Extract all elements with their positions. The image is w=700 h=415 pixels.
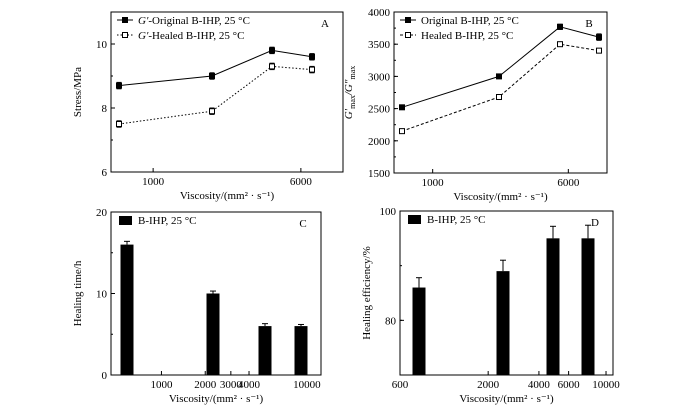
- series-line: [118, 49, 313, 87]
- y-axis-label: Healing efficiency/%: [361, 246, 373, 340]
- data-point: [309, 66, 315, 73]
- legend-label: Healed B-IHP, 25 °C: [421, 30, 513, 42]
- legend-label: G′-Healed B-IHP, 25 °C: [138, 30, 244, 42]
- bar: [412, 287, 426, 375]
- series-line: [401, 26, 600, 108]
- legend-marker: [405, 32, 411, 38]
- legend-marker: [405, 17, 411, 23]
- bar: [294, 326, 308, 375]
- y-tick-label: 8: [102, 103, 108, 115]
- x-tick-label: 6000: [290, 176, 313, 188]
- x-tick-label: 6000: [557, 177, 580, 189]
- y-tick-label: 10: [96, 39, 108, 51]
- y-axis-label: Healing time/h: [72, 260, 84, 326]
- x-tick-label: 2000: [477, 379, 500, 391]
- y-tick-label: 6: [102, 167, 108, 179]
- bar: [258, 326, 272, 375]
- data-point: [596, 47, 602, 54]
- x-tick-label: 10000: [293, 379, 321, 391]
- legend-swatch: [119, 216, 132, 225]
- data-point: [496, 94, 502, 101]
- plot-frame: [110, 11, 344, 173]
- legend-swatch: [408, 215, 421, 224]
- y-tick-label: 4000: [368, 7, 391, 19]
- x-tick-label: 3000: [220, 379, 243, 391]
- x-tick-label: 6000: [558, 379, 581, 391]
- panel-d-healing-efficiency-chart: 80 100 600 2000 4000 6000 10000 Viscosity/(mm² …: [361, 206, 620, 405]
- x-tick-label: 1000: [422, 177, 445, 189]
- y-tick-label: 0: [102, 370, 108, 382]
- bar: [546, 238, 560, 375]
- data-point: [209, 73, 215, 79]
- data-point: [116, 121, 122, 127]
- x-tick-label: 1000: [142, 176, 165, 188]
- data-point: [209, 108, 215, 115]
- x-tick-label: 4000: [528, 379, 551, 391]
- legend-label: B-IHP, 25 °C: [138, 215, 197, 227]
- panel-letter: B: [585, 18, 592, 30]
- bar: [120, 244, 134, 375]
- y-tick-label: 80: [385, 315, 397, 327]
- y-tick-label: 2500: [368, 104, 391, 116]
- x-tick-label: 4000: [238, 379, 261, 391]
- panel-letter: C: [299, 218, 306, 230]
- data-point: [269, 47, 275, 54]
- bar: [206, 293, 220, 375]
- data-point: [557, 23, 563, 30]
- x-axis-label: Viscosity/(mm² · s⁻¹): [459, 393, 554, 405]
- x-tick-label: 600: [392, 379, 409, 391]
- y-axis-label: Stress/MPa: [72, 67, 84, 117]
- y-tick-label: 1500: [368, 168, 391, 180]
- x-axis-label: Viscosity/(mm² · s⁻¹): [453, 191, 548, 203]
- data-point: [596, 34, 602, 41]
- y-axis-label: G′max/G″max: [343, 66, 357, 120]
- x-tick-label: 10000: [592, 379, 620, 391]
- y-tick-label: 2000: [368, 136, 391, 148]
- x-tick-label: 1000: [150, 379, 173, 391]
- data-point: [116, 82, 122, 89]
- bar: [496, 271, 510, 375]
- data-point: [496, 73, 502, 80]
- y-tick-label: 10: [96, 289, 108, 301]
- series-line: [401, 43, 600, 132]
- y-tick-label: 20: [96, 207, 108, 219]
- panel-letter: A: [321, 18, 329, 30]
- data-point: [399, 104, 405, 111]
- legend-label: G′-Original B-IHP, 25 °C: [138, 15, 250, 27]
- data-point: [557, 41, 563, 48]
- legend-marker: [122, 17, 128, 23]
- y-tick-label: 100: [380, 206, 397, 218]
- data-point: [269, 63, 275, 70]
- y-tick-label: 3000: [368, 71, 391, 83]
- data-point: [399, 128, 405, 135]
- x-tick-label: 2000: [194, 379, 217, 391]
- legend-label: B-IHP, 25 °C: [427, 214, 486, 226]
- data-point: [309, 53, 315, 60]
- panel-b-ratio-chart: 1500 2000 2500 3000 3500 4000 1000 6000 Viscosit…: [343, 7, 608, 203]
- legend-marker: [122, 32, 128, 38]
- legend-label: Original B-IHP, 25 °C: [421, 15, 519, 27]
- y-tick-label: 3500: [368, 39, 391, 51]
- bar: [581, 238, 595, 375]
- x-axis-label: Viscosity/(mm² · s⁻¹): [180, 190, 275, 202]
- series-line: [118, 65, 313, 125]
- panel-a-stress-chart: 6 8 10 1000 6000 Viscosity/(mm² · s⁻¹) Stress/…: [72, 11, 344, 202]
- x-axis-label: Viscosity/(mm² · s⁻¹): [169, 393, 264, 405]
- panel-letter: D: [591, 217, 599, 229]
